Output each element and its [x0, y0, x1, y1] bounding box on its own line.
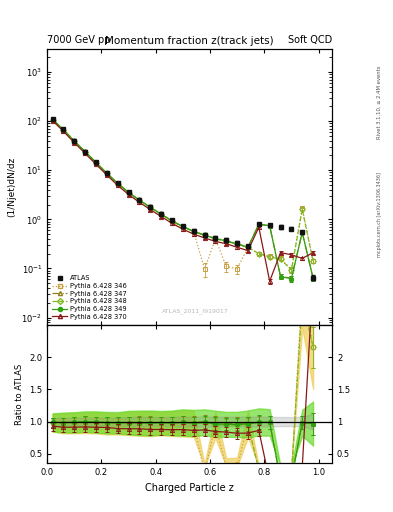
X-axis label: Charged Particle z: Charged Particle z — [145, 483, 234, 493]
Y-axis label: Ratio to ATLAS: Ratio to ATLAS — [15, 364, 24, 425]
Text: ATLAS_2011_I919017: ATLAS_2011_I919017 — [162, 308, 229, 314]
Text: mcplots.cern.ch [arXiv:1306.3436]: mcplots.cern.ch [arXiv:1306.3436] — [377, 173, 382, 258]
Legend: ATLAS, Pythia 6.428 346, Pythia 6.428 347, Pythia 6.428 348, Pythia 6.428 349, P: ATLAS, Pythia 6.428 346, Pythia 6.428 34… — [50, 273, 129, 322]
Y-axis label: (1/Njet)dN/dz: (1/Njet)dN/dz — [7, 157, 16, 217]
Text: Soft QCD: Soft QCD — [288, 35, 332, 45]
Text: Rivet 3.1.10, ≥ 2.4M events: Rivet 3.1.10, ≥ 2.4M events — [377, 66, 382, 139]
Title: Momentum fraction z(track jets): Momentum fraction z(track jets) — [105, 36, 274, 47]
Text: 7000 GeV pp: 7000 GeV pp — [47, 35, 111, 45]
